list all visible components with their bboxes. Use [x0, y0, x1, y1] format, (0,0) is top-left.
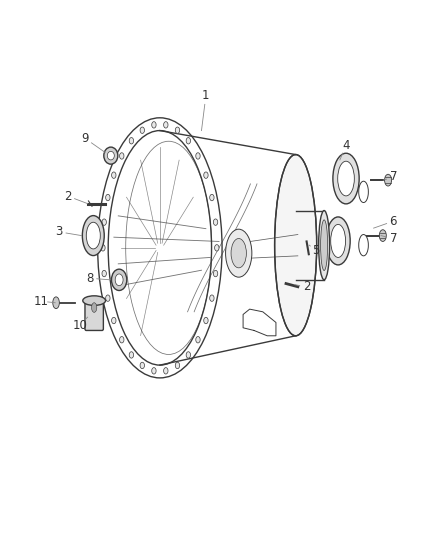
Text: 11: 11 [33, 295, 48, 308]
Ellipse shape [318, 211, 330, 280]
Text: 5: 5 [313, 244, 320, 257]
Ellipse shape [152, 368, 156, 374]
Text: 3: 3 [56, 225, 63, 238]
Ellipse shape [120, 336, 124, 343]
Text: 1: 1 [202, 90, 210, 102]
Text: 2: 2 [303, 280, 311, 293]
Ellipse shape [112, 317, 116, 324]
Ellipse shape [164, 368, 168, 374]
Ellipse shape [104, 147, 118, 164]
Ellipse shape [115, 274, 123, 286]
Ellipse shape [111, 269, 127, 290]
Ellipse shape [196, 153, 200, 159]
Ellipse shape [213, 219, 218, 225]
Ellipse shape [186, 352, 191, 358]
Ellipse shape [129, 138, 134, 144]
Text: 7: 7 [389, 232, 397, 245]
Ellipse shape [204, 317, 208, 324]
Ellipse shape [226, 229, 252, 277]
Ellipse shape [186, 138, 191, 144]
Ellipse shape [210, 295, 214, 301]
Ellipse shape [129, 352, 134, 358]
Ellipse shape [152, 122, 156, 128]
FancyBboxPatch shape [85, 300, 103, 330]
Ellipse shape [164, 122, 168, 128]
Ellipse shape [196, 336, 200, 343]
Ellipse shape [210, 195, 214, 201]
Ellipse shape [106, 195, 110, 201]
Ellipse shape [112, 172, 116, 179]
Ellipse shape [215, 245, 219, 251]
Ellipse shape [204, 172, 208, 179]
Text: 10: 10 [72, 319, 87, 332]
Ellipse shape [385, 174, 392, 186]
Text: 8: 8 [86, 272, 93, 285]
Ellipse shape [321, 220, 328, 271]
Text: 2: 2 [64, 190, 72, 203]
Ellipse shape [53, 297, 59, 309]
Ellipse shape [83, 296, 106, 305]
Ellipse shape [331, 224, 346, 257]
Ellipse shape [102, 219, 106, 225]
Ellipse shape [175, 362, 180, 369]
Ellipse shape [120, 153, 124, 159]
Ellipse shape [107, 151, 114, 160]
Ellipse shape [82, 215, 104, 255]
Text: 6: 6 [389, 215, 397, 228]
Ellipse shape [140, 127, 145, 133]
Ellipse shape [86, 222, 100, 249]
Ellipse shape [379, 230, 386, 241]
Text: 4: 4 [342, 139, 350, 152]
Ellipse shape [101, 245, 105, 251]
Ellipse shape [92, 303, 97, 312]
Ellipse shape [326, 217, 350, 265]
Ellipse shape [140, 362, 145, 369]
Ellipse shape [333, 154, 359, 204]
Text: 7: 7 [389, 171, 397, 183]
Ellipse shape [275, 155, 317, 336]
Ellipse shape [106, 295, 110, 301]
Ellipse shape [338, 161, 354, 196]
Text: 9: 9 [81, 132, 89, 145]
Ellipse shape [231, 239, 246, 268]
Ellipse shape [213, 270, 218, 277]
Ellipse shape [102, 270, 106, 277]
Ellipse shape [175, 127, 180, 133]
